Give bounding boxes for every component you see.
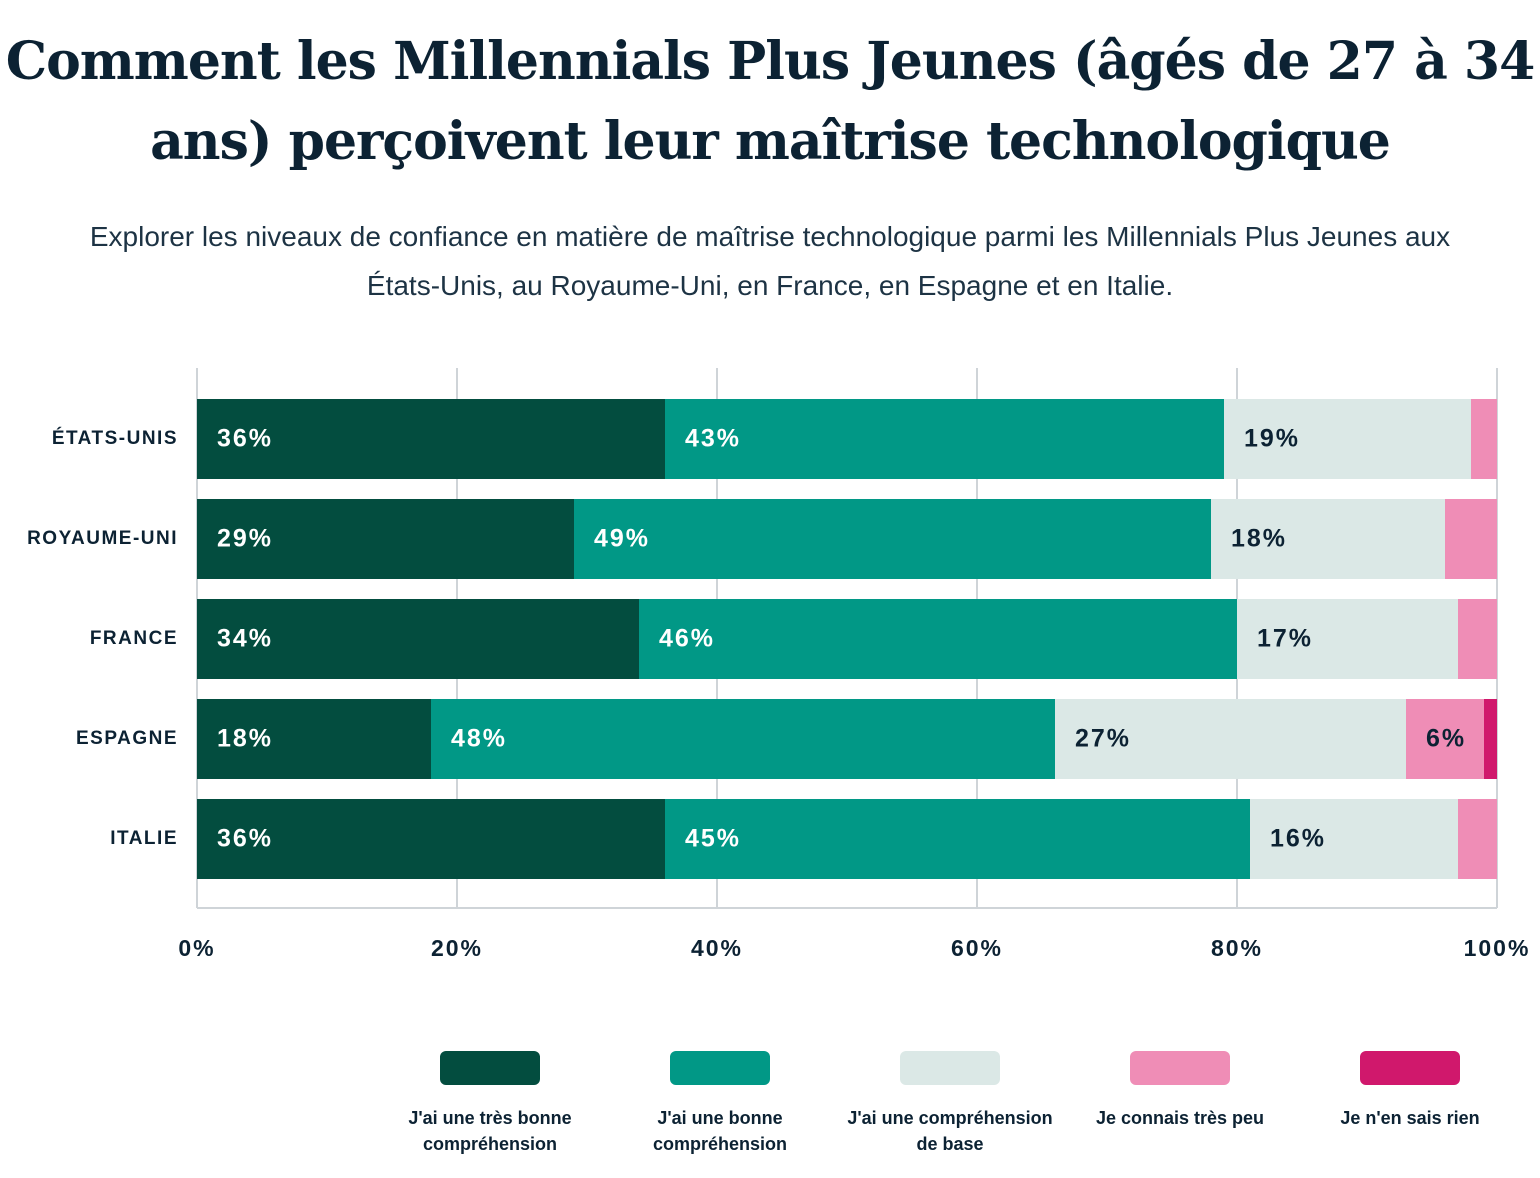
bar-segment — [1471, 399, 1497, 479]
x-tick-label: 100% — [1464, 935, 1531, 961]
bar-segment — [1211, 499, 1445, 579]
bar-segment — [665, 399, 1224, 479]
category-label: ÉTATS-UNIS — [52, 427, 178, 449]
value-label: 18% — [1231, 525, 1287, 553]
bar-segment — [665, 799, 1250, 879]
value-label: 49% — [594, 525, 650, 553]
category-label: ESPAGNE — [76, 728, 178, 749]
bar-segment — [1458, 799, 1497, 879]
legend-label: J'ai une très bonne compréhension — [408, 1108, 572, 1154]
value-label: 48% — [451, 725, 507, 753]
bar-segment — [431, 699, 1055, 779]
bar-segment — [639, 599, 1237, 679]
chart-title: Comment les Millennials Plus Jeunes (âgé… — [5, 31, 1536, 172]
value-label: 17% — [1257, 625, 1313, 653]
legend-swatch — [670, 1051, 770, 1085]
bar-segment — [1484, 699, 1497, 779]
value-label: 45% — [685, 825, 741, 853]
value-label: 18% — [217, 725, 273, 753]
bar-segment — [1458, 599, 1497, 679]
bar-segment — [197, 699, 431, 779]
bar-segment — [1224, 399, 1471, 479]
bar-segment — [574, 499, 1211, 579]
x-tick-label: 60% — [951, 935, 1003, 961]
category-label: FRANCE — [90, 628, 178, 649]
value-label: 6% — [1426, 725, 1466, 753]
value-label: 16% — [1270, 825, 1326, 853]
chart-subtitle: Explorer les niveaux de confiance en mat… — [89, 221, 1451, 301]
x-tick-label: 40% — [691, 935, 743, 961]
value-label: 34% — [217, 625, 273, 653]
legend-swatch — [1360, 1051, 1460, 1085]
bar-segment — [1406, 699, 1484, 779]
value-label: 46% — [659, 625, 715, 653]
legend-swatch — [900, 1051, 1000, 1085]
value-label: 36% — [217, 425, 273, 453]
bar-segment — [1250, 799, 1458, 879]
category-label: ROYAUME-UNI — [27, 528, 178, 549]
value-label: 43% — [685, 425, 741, 453]
legend-label: Je connais très peu — [1095, 1108, 1265, 1128]
x-tick-label: 0% — [178, 935, 215, 961]
value-label: 27% — [1075, 725, 1131, 753]
value-label: 19% — [1244, 425, 1300, 453]
legend-swatch — [440, 1051, 540, 1085]
x-tick-label: 20% — [431, 935, 483, 961]
x-tick-label: 80% — [1211, 935, 1263, 961]
legend-label: J'ai une compréhension de base — [847, 1108, 1053, 1154]
bar-segment — [1055, 699, 1406, 779]
bar-segment — [197, 399, 665, 479]
value-label: 29% — [217, 525, 273, 553]
legend-label: Je n'en sais rien — [1340, 1108, 1480, 1128]
bar-segment — [197, 799, 665, 879]
bar-segment — [1237, 599, 1458, 679]
bar-segment — [197, 499, 574, 579]
value-label: 36% — [217, 825, 273, 853]
legend-label: J'ai une bonne compréhension — [652, 1108, 788, 1154]
bar-segment — [197, 599, 639, 679]
category-label: ITALIE — [110, 828, 178, 849]
legend-swatch — [1130, 1051, 1230, 1085]
bar-segment — [1445, 499, 1497, 579]
